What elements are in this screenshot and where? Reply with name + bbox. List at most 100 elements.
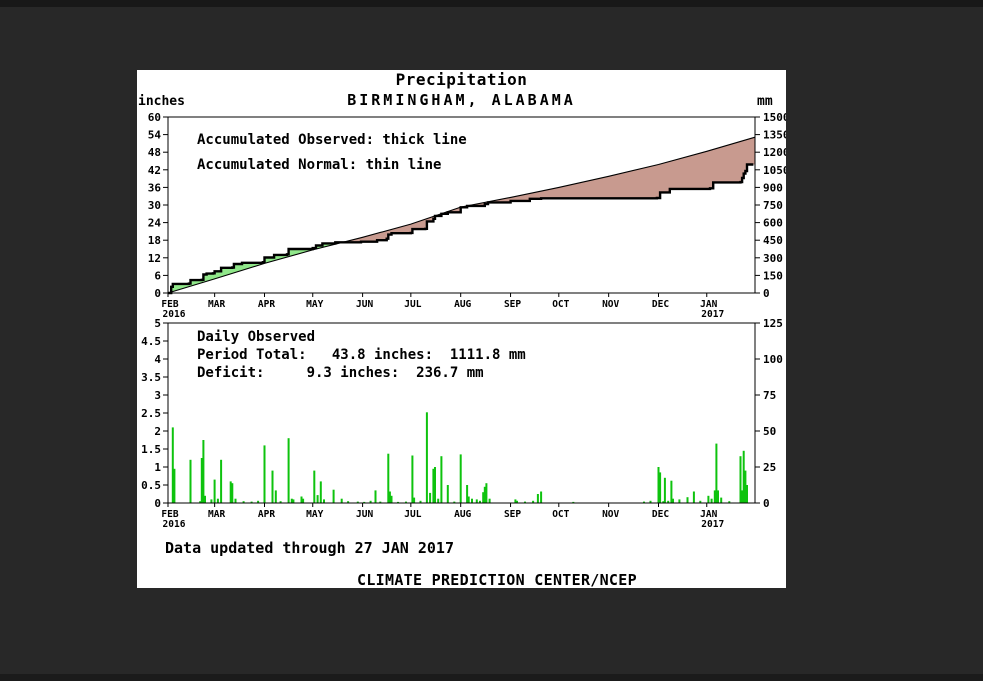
y-tick-label: 1350 <box>763 129 786 142</box>
daily-bar <box>482 492 485 503</box>
daily-bar <box>425 412 428 503</box>
daily-bars <box>171 412 748 503</box>
daily-bar <box>540 491 543 503</box>
y-tick-label: 24 <box>148 217 162 230</box>
daily-bar <box>717 490 719 503</box>
daily-bar <box>313 470 316 503</box>
left-axis-unit-label: inches <box>138 94 185 109</box>
daily-bar <box>572 501 575 503</box>
y-tick-label: 450 <box>763 234 783 247</box>
daily-bar <box>514 499 517 503</box>
daily-bar <box>397 501 399 503</box>
month-label: MAR <box>208 299 225 310</box>
daily-bar <box>263 445 266 503</box>
axis-tick-labels: 0612182430364248546001503004506007509001… <box>148 111 786 300</box>
year-label: 2016 <box>163 519 186 530</box>
daily-bar <box>234 498 237 503</box>
daily-bar <box>204 495 206 503</box>
month-label: JUN <box>356 299 373 310</box>
daily-bar <box>643 501 645 503</box>
daily-bar <box>216 498 219 503</box>
daily-bar <box>379 501 382 503</box>
y-tick-label: 30 <box>148 199 161 212</box>
month-label: JAN <box>700 299 717 310</box>
year-label: 2017 <box>701 519 724 530</box>
daily-bar <box>271 470 274 503</box>
daily-bar <box>662 501 665 503</box>
daily-bar <box>715 443 718 503</box>
deficit-label: Deficit: 9.3 inches: 236.7 mm <box>197 365 484 381</box>
daily-bar <box>713 490 716 503</box>
y-tick-label: 0 <box>763 287 770 300</box>
y-tick-label: 1 <box>154 461 161 474</box>
daily-bar <box>210 499 213 503</box>
axis-ticks <box>163 116 760 297</box>
daily-bar <box>720 497 723 503</box>
daily-bar <box>678 499 681 503</box>
precipitation-charts-canvas: 0612182430364248546001503004506007509001… <box>141 111 786 530</box>
daily-bar <box>710 498 713 503</box>
daily-bar <box>649 500 652 503</box>
y-tick-label: 0.5 <box>141 479 161 492</box>
y-tick-label: 750 <box>763 199 783 212</box>
y-tick-label: 900 <box>763 181 783 194</box>
month-label: JAN <box>700 509 717 520</box>
surplus-fill <box>169 242 344 293</box>
daily-bar <box>453 501 456 503</box>
daily-bar <box>692 491 695 503</box>
month-label: NOV <box>602 299 619 310</box>
y-tick-label: 18 <box>148 234 161 247</box>
month-label: OCT <box>552 509 569 520</box>
daily-bar <box>213 479 216 503</box>
daily-bar <box>340 498 343 503</box>
daily-bar <box>231 483 234 503</box>
daily-bar <box>434 467 436 503</box>
y-tick-label: 3 <box>154 389 161 402</box>
daily-bar <box>316 495 319 503</box>
y-tick-label: 50 <box>763 425 776 438</box>
y-tick-label: 3.5 <box>141 371 161 384</box>
y-tick-label: 1200 <box>763 146 786 159</box>
daily-bar <box>171 427 174 503</box>
window-bottom-strip <box>0 674 983 681</box>
page-title: Precipitation <box>395 70 528 89</box>
daily-bar <box>516 500 518 503</box>
daily-bar <box>432 468 435 503</box>
month-label: MAY <box>306 299 323 310</box>
daily-bar <box>471 498 473 503</box>
y-tick-label: 4.5 <box>141 335 161 348</box>
month-label: NOV <box>602 509 619 520</box>
daily-bar <box>279 501 282 503</box>
daily-bar <box>229 481 232 503</box>
month-label: FEB <box>161 299 178 310</box>
axis-ticks <box>163 322 760 507</box>
y-tick-label: 150 <box>763 269 783 282</box>
month-label: OCT <box>552 299 569 310</box>
daily-bar <box>475 499 478 503</box>
month-label: MAY <box>306 509 323 520</box>
legend-normal-line: Accumulated Normal: thin line <box>197 157 442 173</box>
data-updated-note: Data updated through 27 JAN 2017 <box>165 539 454 557</box>
daily-bar <box>413 497 416 503</box>
daily-bar <box>242 501 245 503</box>
daily-bar <box>485 483 488 503</box>
month-label: AUG <box>454 509 471 520</box>
daily-bar <box>728 501 731 503</box>
daily-bar <box>459 454 462 503</box>
daily-bar <box>670 480 673 503</box>
daily-bar <box>199 501 202 503</box>
daily-bar <box>744 470 747 503</box>
daily-bar <box>319 481 322 503</box>
y-tick-label: 125 <box>763 317 783 330</box>
month-label: SEP <box>504 509 521 520</box>
daily-bar <box>369 500 372 503</box>
daily-bar <box>659 472 662 503</box>
month-label: DEC <box>652 509 669 520</box>
daily-bar <box>524 501 526 503</box>
y-tick-label: 12 <box>148 252 161 265</box>
daily-bar <box>467 496 470 503</box>
daily-bar <box>290 498 293 503</box>
y-tick-label: 42 <box>148 164 161 177</box>
